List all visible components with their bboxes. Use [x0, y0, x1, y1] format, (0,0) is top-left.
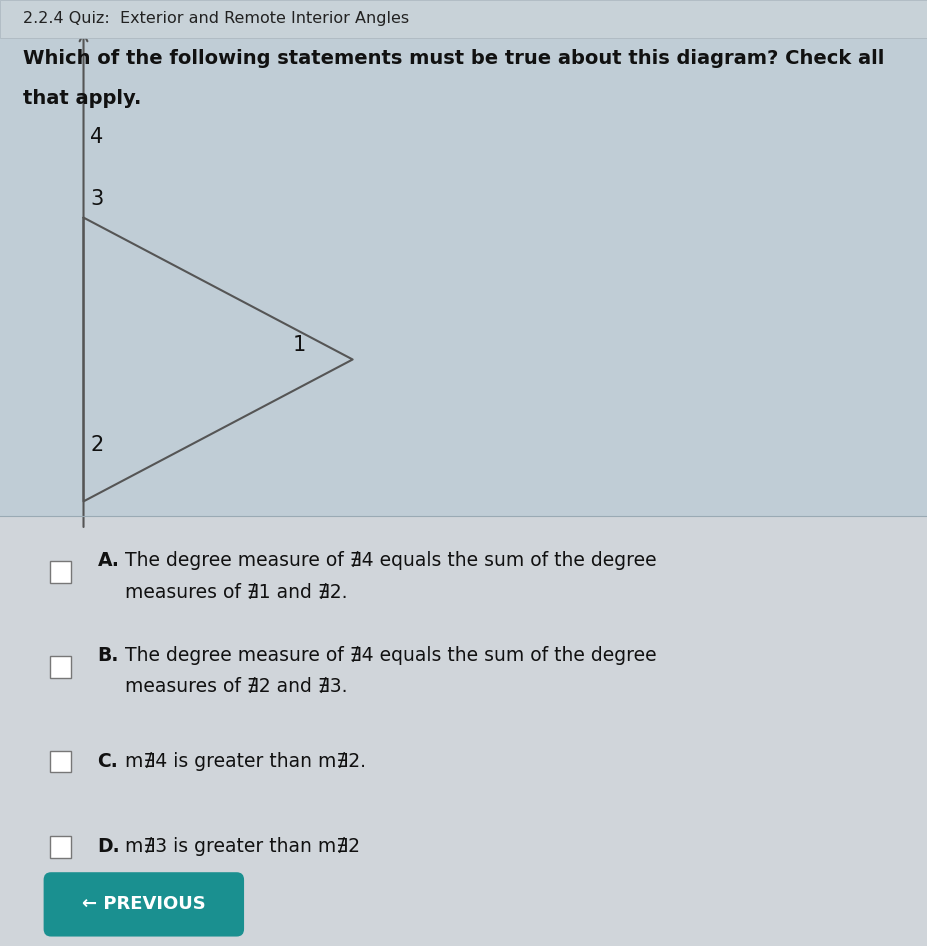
Text: m∄3 is greater than m∄2: m∄3 is greater than m∄2: [125, 837, 360, 856]
Text: The degree measure of ∄4 equals the sum of the degree: The degree measure of ∄4 equals the sum …: [125, 552, 656, 570]
FancyBboxPatch shape: [0, 516, 927, 946]
Text: 4: 4: [90, 127, 103, 148]
FancyBboxPatch shape: [50, 657, 71, 677]
Text: C.: C.: [97, 752, 118, 771]
Text: Which of the following statements must be true about this diagram? Check all: Which of the following statements must b…: [23, 49, 883, 68]
Text: D.: D.: [97, 837, 120, 856]
Text: ← PREVIOUS: ← PREVIOUS: [82, 895, 206, 914]
Text: measures of ∄1 and ∄2.: measures of ∄1 and ∄2.: [125, 582, 348, 601]
Text: measures of ∄2 and ∄3.: measures of ∄2 and ∄3.: [125, 676, 348, 695]
Text: m∄4 is greater than m∄2.: m∄4 is greater than m∄2.: [125, 752, 366, 771]
Text: The degree measure of ∄4 equals the sum of the degree: The degree measure of ∄4 equals the sum …: [125, 646, 656, 665]
Text: that apply.: that apply.: [23, 89, 142, 108]
FancyBboxPatch shape: [44, 872, 244, 937]
Text: 3: 3: [90, 188, 103, 209]
FancyBboxPatch shape: [0, 38, 927, 516]
Text: A.: A.: [97, 552, 120, 570]
FancyBboxPatch shape: [50, 561, 71, 583]
Text: B.: B.: [97, 646, 119, 665]
Text: 2: 2: [90, 434, 103, 455]
Text: 2.2.4 Quiz:  Exterior and Remote Interior Angles: 2.2.4 Quiz: Exterior and Remote Interior…: [23, 11, 409, 26]
FancyBboxPatch shape: [50, 751, 71, 772]
FancyBboxPatch shape: [0, 0, 927, 38]
Text: 1: 1: [292, 335, 305, 356]
FancyBboxPatch shape: [50, 836, 71, 857]
